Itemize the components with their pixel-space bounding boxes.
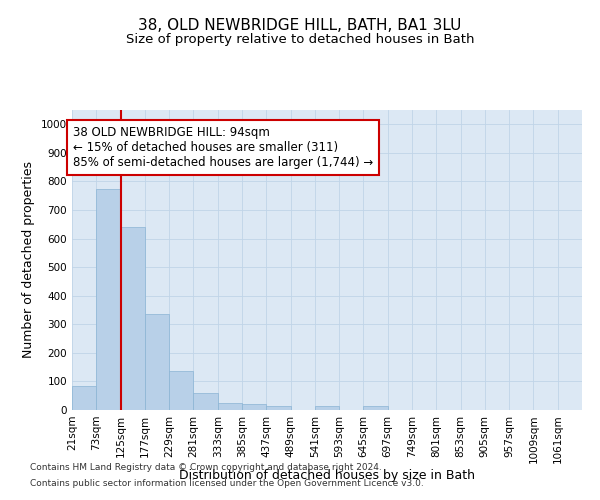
Bar <box>121 227 145 410</box>
Text: Contains public sector information licensed under the Open Government Licence v3: Contains public sector information licen… <box>30 478 424 488</box>
Text: 38, OLD NEWBRIDGE HILL, BATH, BA1 3LU: 38, OLD NEWBRIDGE HILL, BATH, BA1 3LU <box>139 18 461 32</box>
Bar <box>242 404 266 410</box>
Text: Size of property relative to detached houses in Bath: Size of property relative to detached ho… <box>126 32 474 46</box>
Y-axis label: Number of detached properties: Number of detached properties <box>22 162 35 358</box>
Bar <box>145 314 169 410</box>
X-axis label: Distribution of detached houses by size in Bath: Distribution of detached houses by size … <box>179 469 475 482</box>
Bar <box>169 372 193 410</box>
Bar <box>218 403 242 410</box>
Text: Contains HM Land Registry data © Crown copyright and database right 2024.: Contains HM Land Registry data © Crown c… <box>30 464 382 472</box>
Bar <box>364 406 388 410</box>
Bar <box>96 188 121 410</box>
Bar <box>193 393 218 410</box>
Text: 38 OLD NEWBRIDGE HILL: 94sqm
← 15% of detached houses are smaller (311)
85% of s: 38 OLD NEWBRIDGE HILL: 94sqm ← 15% of de… <box>73 126 373 168</box>
Bar <box>72 386 96 410</box>
Bar <box>315 406 339 410</box>
Bar <box>266 406 290 410</box>
